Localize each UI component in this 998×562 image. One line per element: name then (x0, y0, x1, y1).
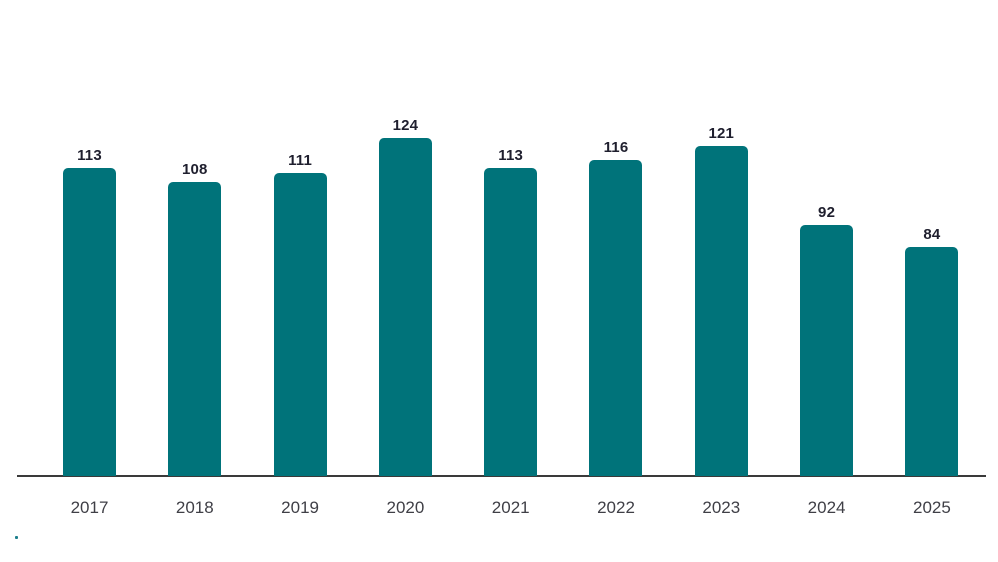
bar-group: 108 (142, 162, 247, 476)
bar-value-label: 113 (498, 146, 524, 164)
bar-value-label: 121 (708, 125, 735, 143)
x-axis-tick-label: 2017 (70, 498, 109, 517)
bar (62, 167, 116, 476)
x-axis-tick-label: 2019 (281, 498, 319, 517)
bar-value-label: 113 (77, 146, 102, 164)
bar-value-label: 92 (818, 204, 836, 222)
bar (378, 137, 432, 476)
x-axis-line (17, 475, 986, 477)
bar (589, 159, 643, 476)
bar (800, 225, 854, 476)
bar-value-label: 111 (288, 152, 313, 170)
bar-group: 111 (247, 153, 352, 476)
x-axis-tick-label: 2024 (807, 498, 846, 517)
bar-group: 113 (458, 148, 563, 476)
stray-dot (15, 536, 18, 539)
bar-group: 116 (563, 140, 668, 476)
bar-group: 92 (774, 205, 879, 476)
bar (273, 173, 327, 476)
bar-value-label: 124 (392, 116, 419, 134)
x-axis-tick-label: 2021 (491, 498, 530, 517)
x-axis-tick-label: 2018 (175, 498, 214, 517)
x-axis-tick-label: 2020 (386, 498, 425, 517)
bar-value-label: 108 (181, 160, 208, 178)
bar (168, 181, 222, 476)
bar-value-label: 84 (923, 226, 941, 244)
bar-group: 113 (37, 148, 142, 476)
bar (905, 247, 959, 476)
bar-group: 124 (353, 118, 458, 476)
x-axis-tick-label: 2023 (702, 498, 741, 517)
x-axis-tick-label: 2025 (912, 498, 951, 517)
x-axis-tick-label: 2022 (597, 498, 635, 517)
bar-value-label: 116 (603, 138, 629, 156)
bar-group: 121 (669, 126, 774, 476)
bar (694, 146, 748, 476)
bar (484, 167, 538, 476)
bar-group: 84 (879, 227, 984, 476)
